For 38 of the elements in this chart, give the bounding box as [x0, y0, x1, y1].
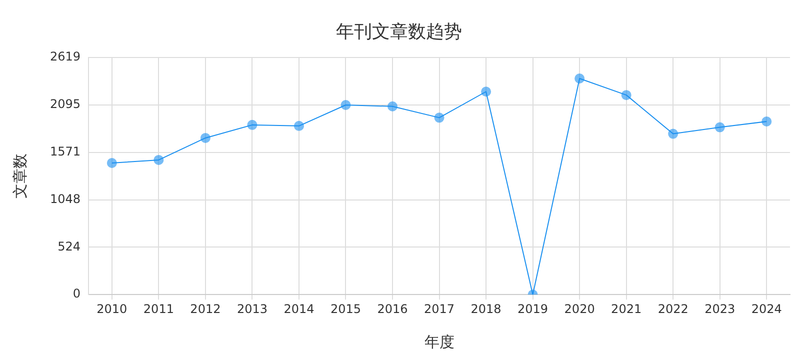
point [340, 100, 351, 110]
x-axis-title: 年度 [424, 332, 454, 351]
point [154, 154, 164, 165]
y-tick-label: 1571 [50, 144, 81, 159]
x-tick-label: 2013 [236, 302, 268, 316]
chart-title: 年刊文章数趋势 [336, 21, 462, 42]
x-tick-label: 2014 [284, 302, 314, 316]
y-tick-label: 0 [72, 286, 81, 301]
x-tick-label: 2011 [143, 302, 174, 316]
point [481, 86, 492, 97]
x-tick-label: 2017 [424, 302, 455, 316]
point [388, 101, 398, 112]
point [247, 120, 258, 130]
y-tick-label: 524 [58, 239, 81, 254]
point [762, 116, 772, 126]
y-tick-label: 1048 [50, 192, 81, 206]
point [294, 120, 304, 131]
x-tick-label: 2023 [704, 302, 736, 316]
x-tick-label: 2010 [96, 302, 128, 316]
point [621, 90, 632, 100]
point [714, 122, 725, 132]
point [106, 158, 117, 168]
x-tick-label: 2018 [470, 302, 502, 316]
y-tick-label: 2619 [50, 50, 81, 64]
y-axis-title: 文章数 [10, 154, 29, 199]
x-tick-label: 2012 [190, 302, 221, 316]
point [434, 112, 444, 123]
x-tick-label: 2015 [330, 302, 362, 316]
x-tick-label: 2021 [611, 302, 642, 316]
x-tick-label: 2016 [377, 302, 408, 316]
point [200, 132, 210, 143]
y-tick-label: 2095 [50, 97, 81, 112]
point [574, 74, 585, 84]
x-tick-label: 2024 [751, 302, 782, 316]
x-tick-label: 2020 [564, 302, 595, 316]
point [668, 128, 678, 139]
x-tick-label: 2022 [658, 302, 688, 316]
x-tick-label: 2019 [518, 302, 548, 316]
